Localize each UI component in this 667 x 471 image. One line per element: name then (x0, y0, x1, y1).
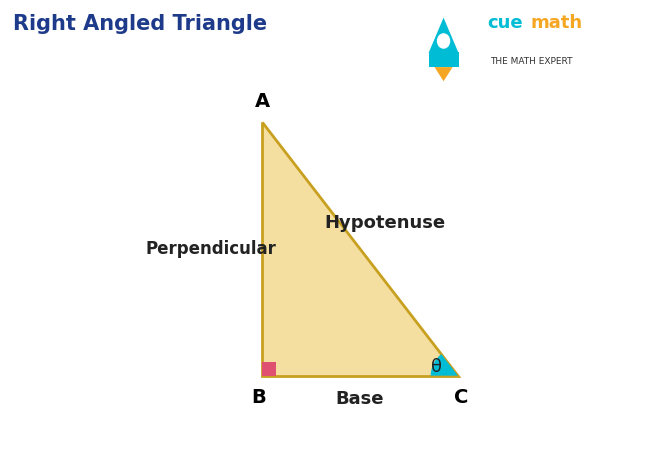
Bar (262, 362, 276, 376)
Bar (428, 52, 459, 67)
Text: C: C (454, 389, 469, 407)
Text: Base: Base (336, 390, 384, 408)
Polygon shape (435, 67, 452, 81)
Text: Perpendicular: Perpendicular (146, 240, 277, 258)
Text: A: A (255, 92, 269, 111)
Text: θ: θ (431, 357, 442, 375)
Text: Hypotenuse: Hypotenuse (325, 214, 446, 232)
Text: Right Angled Triangle: Right Angled Triangle (13, 14, 267, 34)
Text: THE MATH EXPERT: THE MATH EXPERT (490, 57, 573, 65)
Wedge shape (431, 354, 458, 376)
Text: math: math (530, 14, 582, 32)
Polygon shape (262, 122, 458, 376)
Text: B: B (251, 389, 265, 407)
Polygon shape (428, 18, 459, 53)
Circle shape (438, 34, 450, 48)
Text: cue: cue (487, 14, 522, 32)
